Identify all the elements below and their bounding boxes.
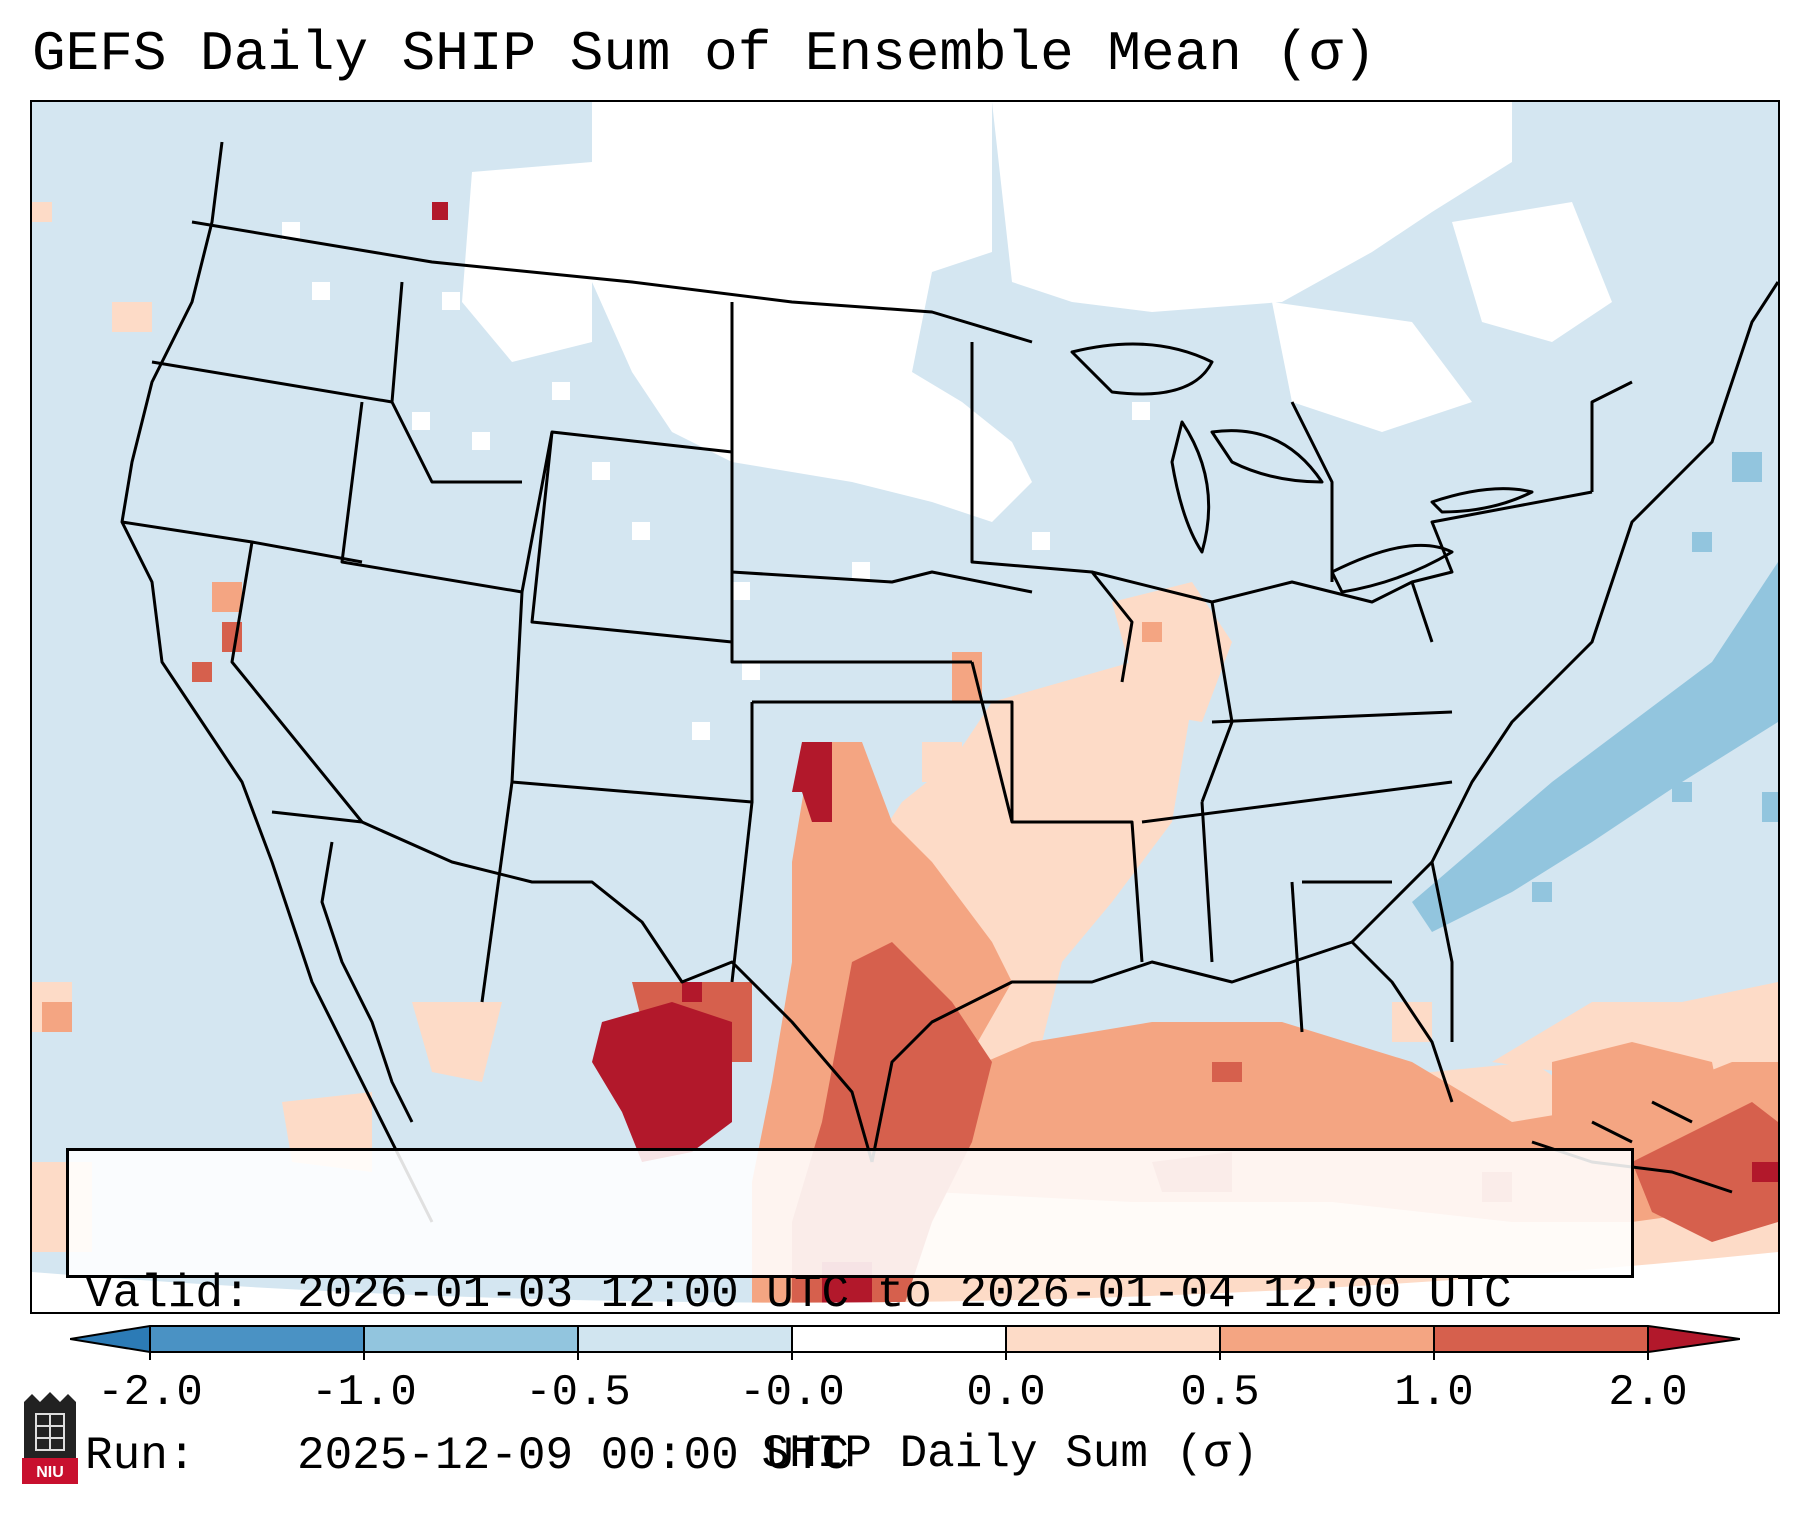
niu-logo-icon: NIU — [20, 1392, 80, 1484]
colorbar-bin — [1220, 1326, 1434, 1352]
run-label: Run: — [85, 1430, 196, 1482]
colorbar-bin — [792, 1326, 1006, 1352]
map-canvas — [32, 102, 1778, 1312]
colorbar-ticks — [149, 1326, 1649, 1360]
coastlines-and-borders — [120, 141, 1778, 1223]
valid-label: Valid: — [85, 1268, 251, 1320]
zero-speckles — [282, 222, 1350, 740]
run-row: Run: 2025-12-09 00:00 UTC — [85, 1429, 1631, 1483]
colorbar-bin-over — [1648, 1326, 1740, 1352]
valid-value: 2026-01-03 12:00 UTC to 2026-01-04 12:00… — [297, 1268, 1512, 1320]
colorbar-tick-label: -2.0 — [97, 1368, 203, 1418]
colorbar-tick-label: -0.0 — [739, 1368, 845, 1418]
logo-text: NIU — [36, 1464, 64, 1481]
colorbar-bin — [150, 1326, 364, 1352]
colorbar-bin — [364, 1326, 578, 1352]
map-panel — [30, 100, 1780, 1314]
colorbar-bin — [1434, 1326, 1648, 1352]
colorbar-tick-label: 0.0 — [966, 1368, 1046, 1418]
colorbar-tick-label: 0.5 — [1180, 1368, 1260, 1418]
colorbar-tick-label: 2.0 — [1608, 1368, 1688, 1418]
colorbar — [70, 1325, 1740, 1360]
colorbar-bin — [1006, 1326, 1220, 1352]
colorbar-bin — [578, 1326, 792, 1352]
colorbar-bin-under — [70, 1326, 150, 1352]
info-box: Valid: 2026-01-03 12:00 UTC to 2026-01-04… — [66, 1148, 1634, 1482]
colorbar-tick-label: -1.0 — [311, 1368, 417, 1418]
colorbar-label: SHIP Daily Sum (σ) — [761, 1428, 1259, 1480]
projection-edge — [32, 1252, 1778, 1312]
negative-anomaly-band — [1412, 452, 1778, 932]
colorbar-tick-label: 1.0 — [1394, 1368, 1474, 1418]
run-value: 2025-12-09 00:00 UTC — [297, 1430, 850, 1482]
valid-row: Valid: 2026-01-03 12:00 UTC to 2026-01-04… — [85, 1267, 1631, 1321]
page-title: GEFS Daily SHIP Sum of Ensemble Mean (σ) — [32, 22, 1377, 86]
colorbar-tick-label: -0.5 — [525, 1368, 631, 1418]
